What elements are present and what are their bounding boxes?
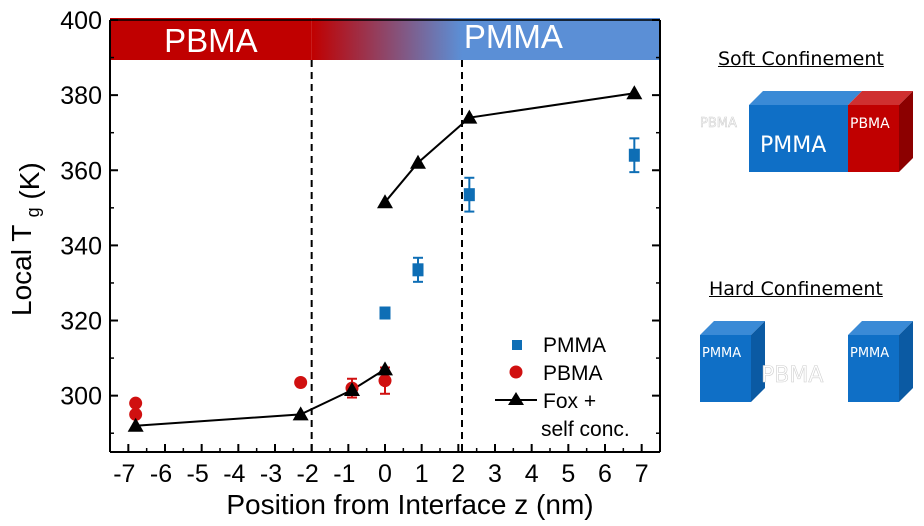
fox-point	[377, 361, 393, 376]
soft-pbma-top-face	[848, 91, 913, 105]
pbma-point	[294, 376, 308, 390]
legend-pmma-label: PMMA	[543, 334, 606, 357]
y-tick-label: 340	[60, 232, 102, 260]
soft-confinement-schematic: PBMA PMMA PBMA	[700, 91, 913, 172]
y-tick-label: 360	[60, 157, 102, 185]
y-axis-title-unit: (K)	[14, 162, 45, 199]
x-tick-label: -7	[113, 460, 135, 488]
legend: PMMA PBMA Fox + self conc.	[495, 334, 630, 441]
x-tick-label: 2	[451, 460, 465, 488]
fox-point	[410, 154, 426, 169]
pbma-point	[378, 374, 392, 388]
hard-left-side-face	[751, 321, 765, 402]
x-tick-label: 6	[598, 460, 612, 488]
series-layer	[127, 85, 643, 432]
y-tick-label: 300	[60, 383, 102, 411]
hard-confinement-title: Hard Confinement	[709, 278, 883, 300]
y-axis-ticks: 300 320 340 360 380 400	[60, 7, 660, 434]
fox-point	[626, 85, 643, 100]
soft-pmma-label: PMMA	[760, 133, 826, 158]
legend-fox-marker	[508, 392, 524, 405]
x-tick-label: -2	[297, 460, 319, 488]
soft-pmma-block	[749, 105, 848, 172]
region-bands: PBMA PMMA	[110, 18, 660, 60]
hard-left-pmma-label: PMMA	[702, 346, 741, 361]
soft-pbma-side-face	[899, 91, 913, 172]
y-tick-label: 320	[60, 308, 102, 336]
hard-right-top-face	[848, 321, 913, 335]
fox-point	[344, 382, 360, 397]
y-axis-title-main: Local T	[6, 225, 37, 316]
fox-point	[127, 417, 144, 432]
soft-confinement-title: Soft Confinement	[718, 48, 884, 70]
fox-point	[377, 194, 393, 209]
hard-confinement-schematic: PMMA PBMA PMMA	[700, 321, 913, 402]
legend-pbma-label: PBMA	[543, 362, 603, 385]
pbma-band-label: PBMA	[164, 22, 258, 59]
x-axis-ticks: -7 -6 -5 -4 -3 -2 -1 0 1 2 3 4 5 6 7	[113, 444, 649, 488]
y-axis-title: Local T g (K)	[6, 162, 45, 316]
fox-point	[292, 406, 309, 421]
legend-fox-label-line1: Fox +	[543, 390, 596, 413]
legend-fox-label-line2: self conc.	[541, 418, 630, 441]
x-axis-title: Position from Interface z (nm)	[226, 489, 593, 520]
y-tick-label: 400	[60, 7, 102, 35]
x-tick-label: 4	[525, 460, 539, 488]
legend-pbma-marker	[509, 365, 523, 379]
x-tick-label: 7	[635, 460, 649, 488]
x-tick-label: 1	[415, 460, 429, 488]
hard-ghost-pbma-label: PBMA	[761, 363, 823, 388]
soft-pbma-label: PBMA	[850, 116, 890, 132]
pbma-point	[129, 396, 143, 410]
fox-line-segment	[384, 92, 635, 203]
hard-right-block	[848, 335, 899, 402]
x-tick-label: -3	[260, 460, 282, 488]
x-tick-label: -4	[223, 460, 245, 488]
x-tick-label: -5	[187, 460, 209, 488]
x-tick-label: 0	[378, 460, 392, 488]
pmma-point	[412, 263, 424, 277]
soft-pmma-top-face	[749, 91, 862, 105]
pmma-point	[628, 148, 640, 162]
pmma-point	[463, 188, 475, 202]
hard-left-top-face	[700, 321, 765, 335]
fox-point	[461, 109, 478, 124]
hard-right-side-face	[899, 321, 913, 402]
y-tick-label: 380	[60, 82, 102, 110]
pmma-band-label: PMMA	[464, 18, 563, 55]
y-axis-title-subscript: g	[23, 207, 43, 217]
x-tick-label: -6	[150, 460, 172, 488]
pbma-point	[129, 407, 143, 421]
gradient-band	[311, 18, 462, 60]
soft-pbma-block	[848, 105, 899, 172]
pbma-band	[110, 18, 312, 60]
pmma-band	[462, 18, 660, 60]
legend-pmma-marker	[512, 340, 522, 350]
soft-ghost-pbma-label: PBMA	[700, 116, 737, 131]
x-tick-label: 3	[488, 460, 502, 488]
x-tick-label: -1	[333, 460, 355, 488]
fox-line-segment	[135, 368, 386, 427]
x-tick-label: 5	[561, 460, 575, 488]
hard-left-block	[700, 335, 751, 402]
hard-right-pmma-label: PMMA	[850, 346, 889, 361]
svg-text:Local T g: Local T g (K)	[6, 162, 45, 316]
pmma-point	[379, 306, 391, 320]
